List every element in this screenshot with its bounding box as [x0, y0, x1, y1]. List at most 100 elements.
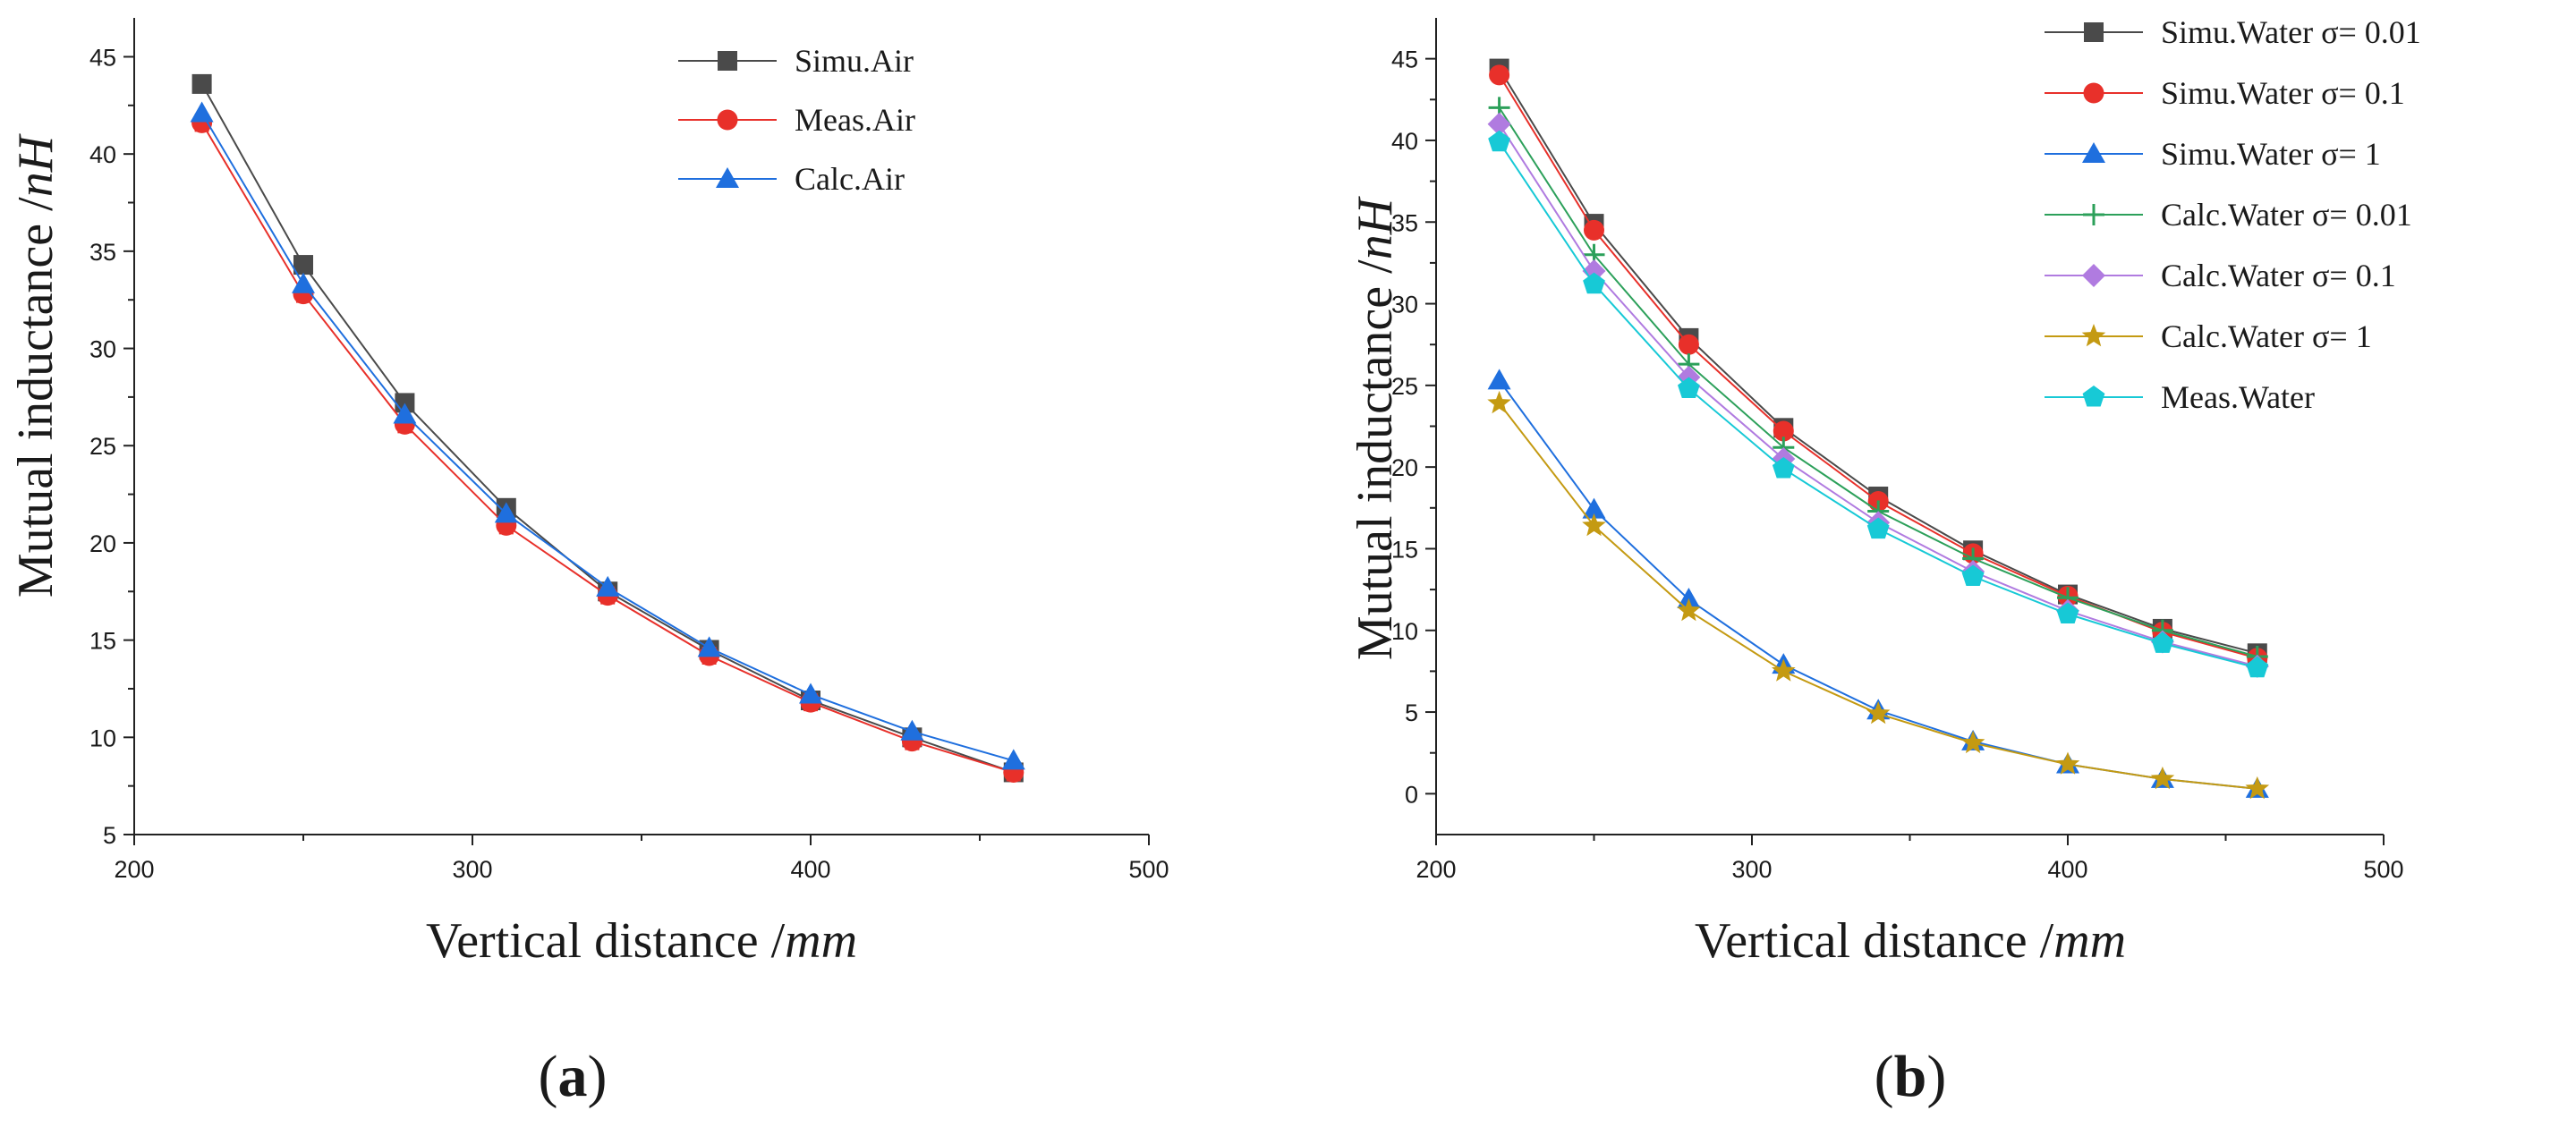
panel-b-data-point — [1677, 588, 1701, 609]
panel-b-series-5 — [1487, 112, 2269, 678]
panel-b-data-point — [1773, 420, 1794, 442]
panel-b-data-point — [1487, 390, 1511, 414]
panel-b-data-point — [1583, 272, 1605, 294]
panel-a-y-axis-label: Mutual inductance / — [8, 197, 64, 598]
panel-b-y-tick-label: 30 — [1391, 292, 1418, 318]
panel-b-series-line — [1498, 74, 2258, 659]
panel-a-data-point — [191, 73, 212, 94]
panel-b-data-point — [2245, 776, 2270, 800]
panel-a-x-tick-label: 500 — [1128, 856, 1169, 883]
panel-b-series-line — [1498, 379, 2257, 790]
panel-b-x-tick-label: 200 — [1416, 856, 1456, 883]
panel-b-y-axis-unit: nH — [1348, 196, 1403, 259]
panel-b-series-4 — [1488, 97, 2268, 667]
panel-b-data-point — [1487, 112, 1511, 136]
panel-a-x-tick-label: 200 — [114, 856, 154, 883]
panel-b-data-point — [2150, 766, 2175, 790]
panel-b-x-tick-label: 400 — [2047, 856, 2087, 883]
panel-a-y-tick-label: 30 — [89, 336, 116, 363]
panel-a-x-axis-unit: mm — [785, 913, 857, 969]
panel-b-data-point — [1866, 517, 1890, 539]
panel-a-legend: Simu.Air Meas.Air Calc.Air — [678, 43, 915, 197]
panel-b-legend: Simu.Water σ= 0.01 Simu.Water σ= 0.1 Simu.… — [2045, 14, 2421, 415]
panel-b-y-tick-label: 40 — [1391, 128, 1418, 155]
panel-b-y-axis-label: Mutual inductance / — [1348, 259, 1403, 660]
panel-b-data-point — [2151, 632, 2174, 653]
panel-b-legend-label: Calc.Water σ= 0.1 — [2161, 258, 2396, 293]
panel-a-series-3 — [190, 101, 1025, 770]
panel-a-y-tick-label: 20 — [89, 530, 116, 557]
panel-a-data-point — [1001, 749, 1025, 770]
panel-b-y-tick-label: 15 — [1391, 536, 1418, 563]
panel-b-data-point — [2056, 602, 2079, 623]
panel-b-x-axis-unit: mm — [2053, 913, 2126, 969]
panel-b-series-line — [1498, 123, 2258, 667]
panel-a-x-tick-label: 400 — [790, 856, 830, 883]
panel-a-series-line — [200, 122, 1015, 774]
panel-b-data-point — [1487, 369, 1511, 390]
panel-a-data-point — [900, 719, 924, 741]
panel-b-legend-label: Meas.Water — [2161, 379, 2315, 415]
panel-b-y-tick-label: 5 — [1405, 699, 1418, 726]
panel-a-y-tick-label: 40 — [89, 141, 116, 168]
panel-b-data-point — [1960, 730, 1985, 754]
panel-b-y-axis-title: Mutual inductance /nH — [1348, 196, 1403, 660]
panel-a-series-line — [200, 112, 1015, 762]
panel-a-data-point — [190, 101, 214, 123]
panel-b-series-line — [1498, 106, 2258, 657]
panel-b-legend-marker — [2084, 22, 2104, 42]
panel-b-legend-marker — [2082, 386, 2105, 407]
panel-b-legend-label: Simu.Water σ= 1 — [2161, 136, 2381, 172]
panel-b-legend-marker — [2083, 82, 2104, 104]
panel-b-legend-marker — [2083, 204, 2104, 225]
panel-a-legend-label: Calc.Air — [795, 161, 905, 197]
panel-b-y-tick-label: 0 — [1405, 781, 1418, 808]
panel-a-legend-label: Simu.Air — [795, 43, 914, 79]
panel-a-data-point — [293, 255, 313, 276]
panel-b-legend-marker — [2081, 324, 2106, 347]
panel-b-series-6 — [1487, 390, 2270, 800]
panel-b-series-2 — [1489, 64, 2268, 669]
panel-b-data-point — [2246, 656, 2269, 678]
panel-a-data-point — [799, 682, 822, 704]
panel-b-y-tick-label: 20 — [1391, 454, 1418, 481]
panel-b-legend-label: Simu.Water σ= 0.01 — [2161, 14, 2421, 50]
panel-b-data-point — [1678, 377, 1700, 398]
panel-a-y-axis-unit: nH — [8, 133, 64, 197]
panel-a-y-tick-label: 25 — [89, 433, 116, 460]
panel-b-legend-label: Calc.Water σ= 1 — [2161, 318, 2372, 354]
panel-a-legend-marker — [718, 51, 737, 71]
panel-b-data-point — [1489, 64, 1510, 86]
panel-b-series-line — [1498, 68, 2258, 655]
panel-a-y-tick-label: 35 — [89, 239, 116, 266]
panel-b-y-tick-label: 35 — [1391, 209, 1418, 236]
panel-a-x-axis-title: Vertical distance /mm — [426, 913, 857, 969]
panel-a-data-point — [292, 272, 315, 293]
panel-b-label: (b) — [1875, 1044, 1947, 1109]
panel-b-data-point — [1677, 598, 1701, 622]
panel-b-x-axis-title: Vertical distance /mm — [1695, 913, 2126, 969]
panel-b-x-tick-label: 500 — [2363, 856, 2403, 883]
panel-b-x-axis-label: Vertical distance / — [1695, 913, 2054, 969]
panel-b-data-point — [1772, 658, 1796, 682]
panel-b-legend-label: Calc.Water σ= 0.01 — [2161, 197, 2412, 233]
chart-panel-b: 200 300 400 500 0 5 10 15 20 25 30 35 40 45 Simu.Water… — [1348, 14, 2421, 1109]
panel-a-legend-marker — [716, 167, 739, 188]
panel-b-data-point — [2055, 751, 2080, 775]
panel-b-data-point — [1961, 564, 1985, 586]
panel-a-y-tick-label: 45 — [89, 44, 116, 71]
panel-b-series-7 — [1488, 130, 2269, 678]
panel-a-data-point — [596, 575, 620, 597]
panel-a-y-tick-label: 5 — [103, 822, 116, 849]
panel-a-data-point — [494, 502, 518, 523]
panel-b-data-point — [1584, 219, 1604, 241]
panel-b-data-point — [1488, 130, 1510, 152]
panel-b-data-point — [1772, 457, 1795, 479]
panel-a-legend-label: Meas.Air — [795, 102, 915, 138]
panel-b-series-1 — [1489, 58, 2267, 664]
panel-b-series-3 — [1487, 369, 2269, 798]
panel-b-data-point — [1866, 700, 1891, 725]
panel-b-legend-marker — [2082, 264, 2105, 287]
chart-panel-a: 200 300 400 500 5 10 15 20 25 30 35 40 45 Simu.Air Mea… — [8, 18, 1169, 1109]
